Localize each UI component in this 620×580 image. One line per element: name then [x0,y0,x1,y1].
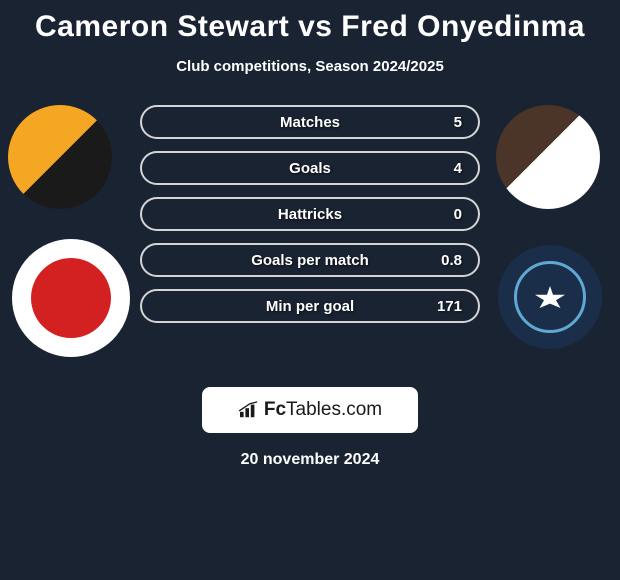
stat-label: Matches [280,114,340,131]
comparison-date: 20 november 2024 [0,451,620,469]
stat-value: 4 [454,160,462,177]
stat-row: Matches 5 [140,105,480,139]
stat-row: Hattricks 0 [140,197,480,231]
stat-row: Goals per match 0.8 [140,243,480,277]
left-club-badge [12,239,130,357]
stat-row: Goals 4 [140,151,480,185]
stat-label: Min per goal [266,298,354,315]
stat-value: 0 [454,206,462,223]
bar-chart-icon [238,401,260,419]
stats-list: Matches 5 Goals 4 Hattricks 0 Goals per … [140,105,480,335]
stat-value: 171 [437,298,462,315]
stat-row: Min per goal 171 [140,289,480,323]
right-club-badge [498,245,602,349]
left-player-avatar [8,105,112,209]
comparison-content: Matches 5 Goals 4 Hattricks 0 Goals per … [0,105,620,365]
site-logo: FcTables.com [202,387,418,433]
club-crest-icon [31,258,111,338]
stat-value: 0.8 [441,252,462,269]
stat-value: 5 [454,114,462,131]
logo-text: FcTables.com [264,399,382,421]
stat-label: Goals per match [251,252,369,269]
logo-suffix: .com [341,399,382,420]
stat-label: Goals [289,160,331,177]
stat-label: Hattricks [278,206,342,223]
comparison-subtitle: Club competitions, Season 2024/2025 [0,58,620,75]
logo-prefix: Fc [264,399,286,420]
logo-main: Tables [286,399,341,420]
comparison-title: Cameron Stewart vs Fred Onyedinma [0,0,620,44]
club-crest-icon [514,261,586,333]
right-player-avatar [496,105,600,209]
